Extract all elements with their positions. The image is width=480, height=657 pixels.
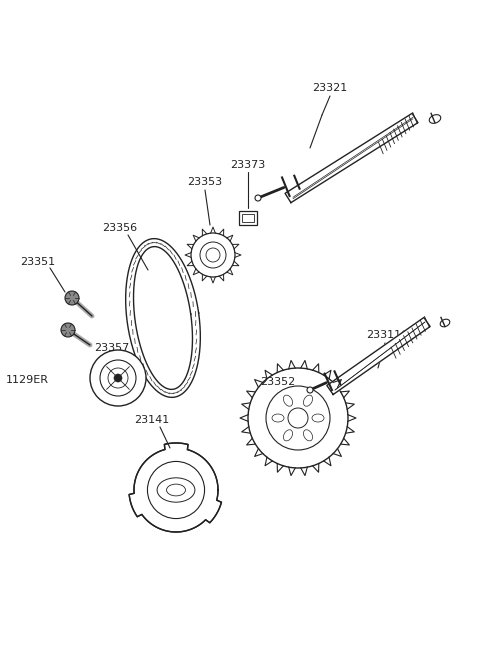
Circle shape — [65, 291, 79, 305]
Text: 23353: 23353 — [187, 177, 223, 187]
Text: 23373: 23373 — [230, 160, 265, 170]
Circle shape — [114, 374, 122, 382]
Bar — [242, 214, 254, 222]
Ellipse shape — [272, 414, 284, 422]
Polygon shape — [285, 114, 418, 202]
Polygon shape — [327, 317, 430, 394]
Circle shape — [288, 408, 308, 428]
Ellipse shape — [157, 478, 195, 502]
Text: 23141: 23141 — [134, 415, 169, 425]
Text: 23311C: 23311C — [367, 330, 409, 340]
Ellipse shape — [429, 115, 441, 124]
Circle shape — [248, 368, 348, 468]
Circle shape — [90, 350, 146, 406]
Ellipse shape — [303, 395, 312, 406]
Text: 23357: 23357 — [95, 343, 130, 353]
Ellipse shape — [167, 484, 185, 496]
Circle shape — [200, 242, 226, 268]
Circle shape — [61, 323, 75, 337]
Text: 23352: 23352 — [260, 377, 296, 387]
Text: 23351: 23351 — [21, 257, 56, 267]
Text: 23321: 23321 — [312, 83, 348, 93]
Circle shape — [255, 195, 261, 201]
Circle shape — [147, 461, 204, 518]
Ellipse shape — [312, 414, 324, 422]
Ellipse shape — [303, 430, 312, 441]
Circle shape — [191, 233, 235, 277]
Circle shape — [266, 386, 330, 450]
Ellipse shape — [283, 395, 293, 406]
Circle shape — [307, 387, 313, 393]
Text: 23356: 23356 — [102, 223, 138, 233]
Polygon shape — [129, 443, 221, 532]
Ellipse shape — [440, 319, 450, 327]
Text: 1129ER: 1129ER — [5, 375, 48, 385]
Circle shape — [206, 248, 220, 262]
Circle shape — [108, 368, 128, 388]
Ellipse shape — [283, 430, 293, 441]
Bar — [239, 211, 257, 225]
Circle shape — [100, 360, 136, 396]
